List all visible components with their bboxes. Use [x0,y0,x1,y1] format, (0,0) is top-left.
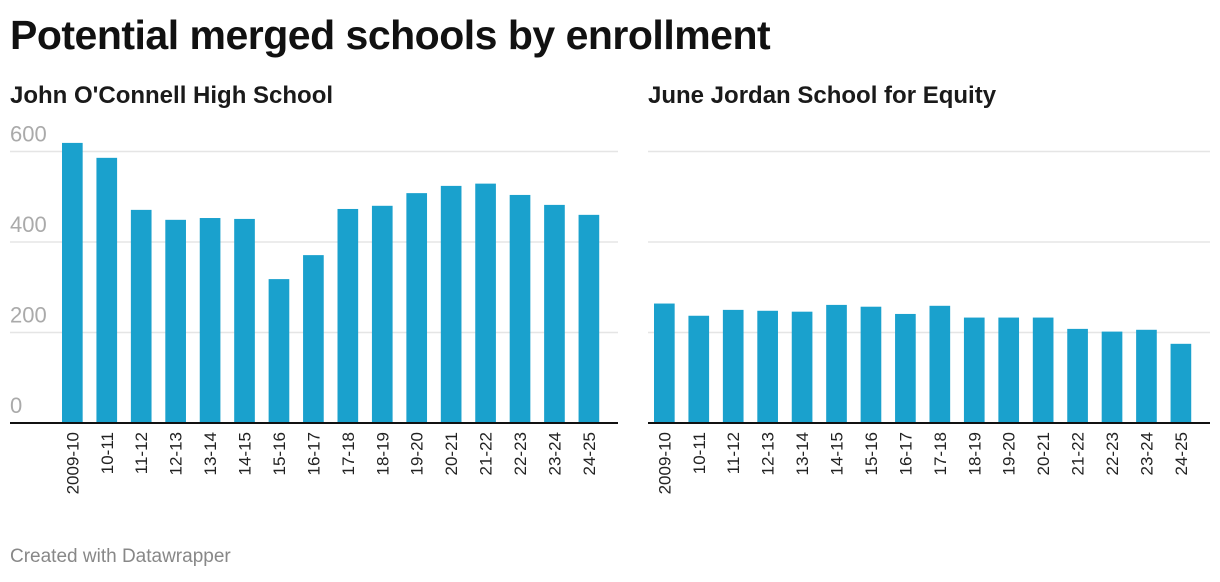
bar [929,305,951,423]
y-tick-label: 0 [10,393,22,418]
bar [130,209,152,423]
x-tick-label: 11-12 [724,432,743,474]
x-tick-label: 12-13 [759,432,778,475]
bar [826,304,847,423]
x-tick-label: 19-20 [408,432,427,475]
bar [371,205,393,423]
x-tick-label: 2009-10 [655,432,674,494]
chart-title-june-jordan: June Jordan School for Equity [648,82,997,109]
y-tick-label: 200 [10,303,47,328]
bar [62,142,83,423]
bar [963,317,985,423]
bar [234,218,255,423]
x-tick-label: 15-16 [270,432,289,475]
bar [268,279,290,423]
x-tick-label: 14-15 [236,432,255,475]
x-tick-label: 13-14 [201,432,220,475]
x-tick-label: 21-22 [477,432,496,475]
x-tick-label: 24-25 [580,432,599,475]
x-tick-label: 16-17 [896,432,915,475]
bar [578,214,600,423]
bar [165,219,186,423]
x-tick-label: 24-25 [1172,432,1191,475]
bar [337,208,359,423]
x-tick-label: 20-21 [1034,432,1053,475]
x-tick-label: 10-11 [690,432,709,474]
bar [722,309,744,423]
bar [1136,329,1157,423]
x-tick-label: 14-15 [828,432,847,475]
x-tick-label: 22-23 [511,432,530,475]
bar [688,315,710,423]
footer-credit: Created with Datawrapper [10,546,231,567]
x-tick-label: 21-22 [1069,432,1088,475]
bar [199,218,221,423]
bar [406,193,428,423]
x-tick-label: 13-14 [793,432,812,475]
x-tick-label: 18-19 [965,432,984,475]
bar [791,311,813,423]
bar [96,157,118,423]
bar [998,317,1020,423]
bar [440,185,462,423]
x-tick-label: 15-16 [862,432,881,475]
bar [544,204,565,423]
bar [475,183,496,423]
x-tick-label: 17-18 [339,432,358,475]
page-title: Potential merged schools by enrollment [10,12,771,58]
x-tick-label: 19-20 [1000,432,1019,475]
x-tick-label: 23-24 [545,432,564,475]
x-tick-label: 10-11 [98,432,117,474]
x-tick-label: 16-17 [304,432,323,475]
x-tick-label: 20-21 [442,432,461,475]
y-tick-label: 400 [10,212,47,237]
x-tick-label: 12-13 [167,432,186,475]
bar [303,255,324,423]
x-tick-label: 23-24 [1137,432,1156,475]
bar [1067,328,1088,423]
bar [860,306,882,423]
bar [895,313,916,423]
bar [1170,343,1192,423]
y-tick-label: 600 [10,122,47,147]
x-tick-label: 11-12 [132,432,151,474]
chart-title-oconnell: John O'Connell High School [10,82,334,109]
x-tick-label: 18-19 [373,432,392,475]
bar [654,303,675,423]
x-tick-label: 2009-10 [63,432,82,494]
bar [1101,331,1123,423]
bar [757,310,778,423]
x-tick-label: 17-18 [931,432,950,475]
bar [509,194,531,423]
bar [1032,317,1054,423]
x-tick-label: 22-23 [1103,432,1122,475]
